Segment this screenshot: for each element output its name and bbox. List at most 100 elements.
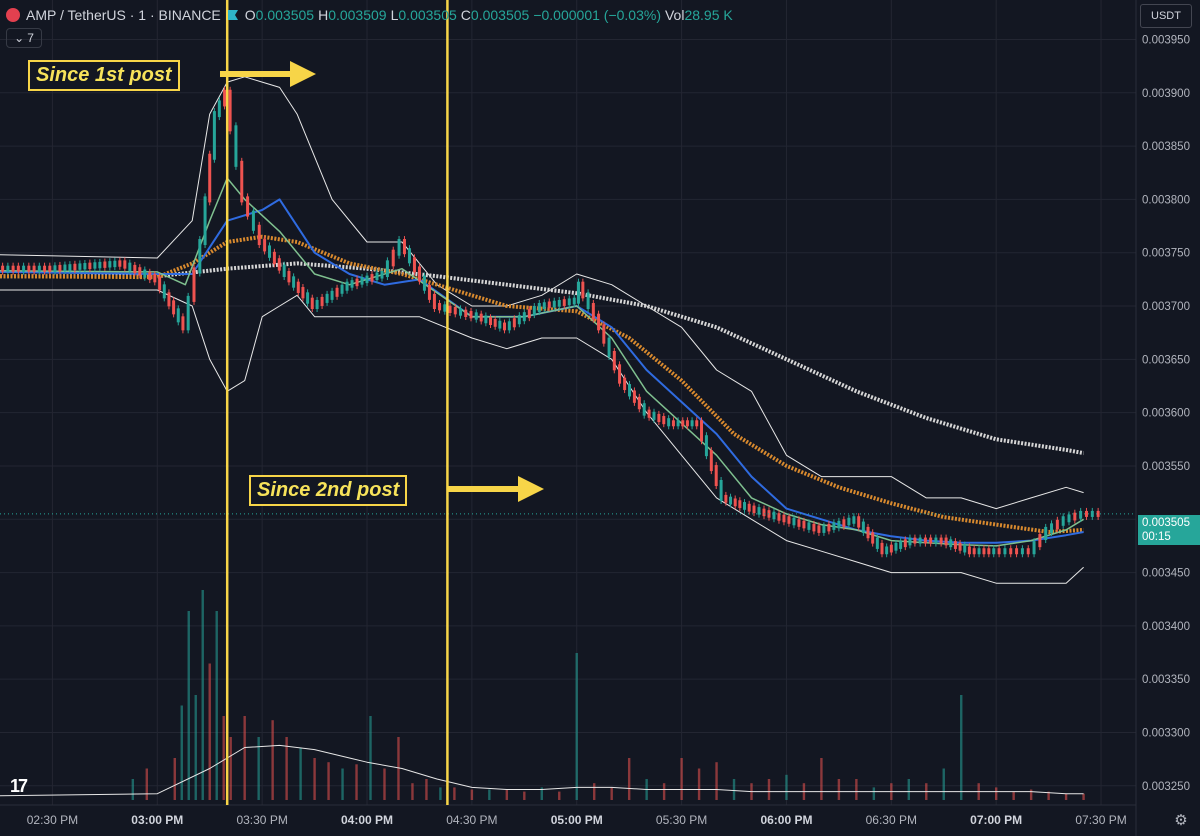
candle-body — [123, 260, 127, 269]
candle-body — [251, 210, 255, 231]
volume-bar — [855, 779, 858, 800]
candle-body — [335, 287, 339, 297]
candle-body — [982, 548, 986, 555]
candle-body — [158, 276, 162, 291]
candle-body — [73, 263, 77, 271]
volume-bar — [785, 774, 788, 800]
candle-body — [272, 251, 276, 265]
candle-body — [1044, 526, 1048, 541]
y-tick-label: 0.003650 — [1142, 354, 1190, 366]
candle-body — [757, 507, 761, 515]
symbol-title[interactable]: AMP / TetherUS · 1 · BINANCE — [26, 7, 221, 23]
candle-body — [939, 537, 943, 544]
candle-body — [469, 311, 473, 319]
candle-body — [700, 420, 704, 442]
volume-bar — [680, 758, 683, 800]
candle-body — [871, 532, 875, 544]
candle-body — [370, 274, 374, 282]
candle-body — [953, 541, 957, 549]
candle-body — [162, 284, 166, 299]
candle-body — [417, 266, 421, 282]
volume-ma-line — [0, 744, 1084, 797]
candle-body — [517, 315, 521, 325]
volume-bar — [285, 737, 288, 800]
candle-body — [128, 262, 132, 271]
volume-bar — [201, 590, 204, 800]
candle-body — [32, 265, 36, 272]
candle-body — [632, 390, 636, 403]
candle-body — [507, 321, 511, 331]
candle-body — [597, 313, 601, 331]
volume-bar — [257, 737, 260, 800]
annotation-second-post[interactable]: Since 2nd post — [249, 475, 408, 506]
y-tick-label: 0.003800 — [1142, 194, 1190, 206]
candle-body — [552, 300, 556, 308]
flag-icon[interactable] — [227, 9, 239, 21]
candle-body — [628, 384, 632, 397]
x-tick-label: 03:00 PM — [131, 813, 183, 827]
candle-body — [987, 548, 991, 555]
indicators-toggle-button[interactable]: ⌄ 7 — [6, 28, 42, 48]
volume-bar — [872, 787, 876, 800]
candle-body — [1073, 512, 1077, 521]
x-tick-label: 05:00 PM — [551, 813, 603, 827]
candle-body — [27, 265, 31, 272]
volume-bar — [523, 791, 526, 800]
candle-body — [532, 306, 536, 316]
high-value: 0.003509 — [328, 7, 387, 23]
volume-bar — [715, 762, 718, 800]
candle-body — [48, 265, 52, 272]
volume-bar — [697, 768, 701, 800]
x-tick-label: 07:00 PM — [970, 813, 1022, 827]
orange-ma-line — [0, 234, 1084, 534]
bollinger-upper-line — [0, 76, 1084, 510]
y-tick-label: 0.003250 — [1142, 781, 1190, 793]
currency-selector[interactable]: USDT — [1140, 4, 1192, 28]
volume-bar — [593, 783, 596, 800]
candle-body — [562, 299, 566, 306]
tradingview-logo-icon[interactable]: 17 — [10, 776, 28, 796]
candle-body — [385, 260, 389, 278]
candle-body — [832, 522, 836, 530]
gear-icon[interactable]: ⚙ — [1174, 812, 1188, 829]
candle-body — [223, 89, 227, 107]
candle-body — [623, 377, 627, 391]
volume-bar — [271, 720, 274, 800]
candle-body — [448, 305, 452, 314]
candle-body — [852, 516, 856, 524]
candle-body — [212, 111, 216, 160]
candle-body — [866, 526, 870, 539]
candle-body — [667, 418, 671, 427]
volume-bar — [327, 762, 330, 800]
y-tick-label: 0.003300 — [1142, 727, 1190, 739]
high-label: H — [318, 7, 329, 23]
candle-body — [240, 160, 244, 203]
volume-bar — [470, 789, 474, 800]
volume-bar — [187, 611, 190, 800]
volume-bar — [994, 787, 998, 800]
candle-body — [176, 308, 180, 323]
candle-body — [949, 539, 953, 548]
candle-body — [929, 537, 933, 544]
candle-body — [246, 196, 250, 217]
candle-body — [671, 420, 675, 427]
slow-ma-line — [0, 261, 1084, 456]
candle-body — [296, 281, 300, 294]
annotation-first-post[interactable]: Since 1st post — [28, 60, 180, 91]
volume-value: 28.95 K — [684, 7, 733, 23]
candle-body — [527, 309, 531, 319]
arrow-right-icon — [448, 476, 544, 502]
candle-body — [43, 265, 47, 272]
candle-body — [172, 300, 176, 315]
candle-body — [842, 519, 846, 527]
volume-bar — [243, 716, 246, 800]
candle-body — [797, 519, 801, 527]
candle-body — [257, 224, 261, 246]
candle-body — [438, 303, 442, 311]
candle-body — [11, 265, 15, 272]
candle-body — [913, 537, 917, 544]
candle-body — [1020, 548, 1024, 555]
candle-body — [719, 480, 723, 501]
candle-body — [787, 516, 791, 524]
